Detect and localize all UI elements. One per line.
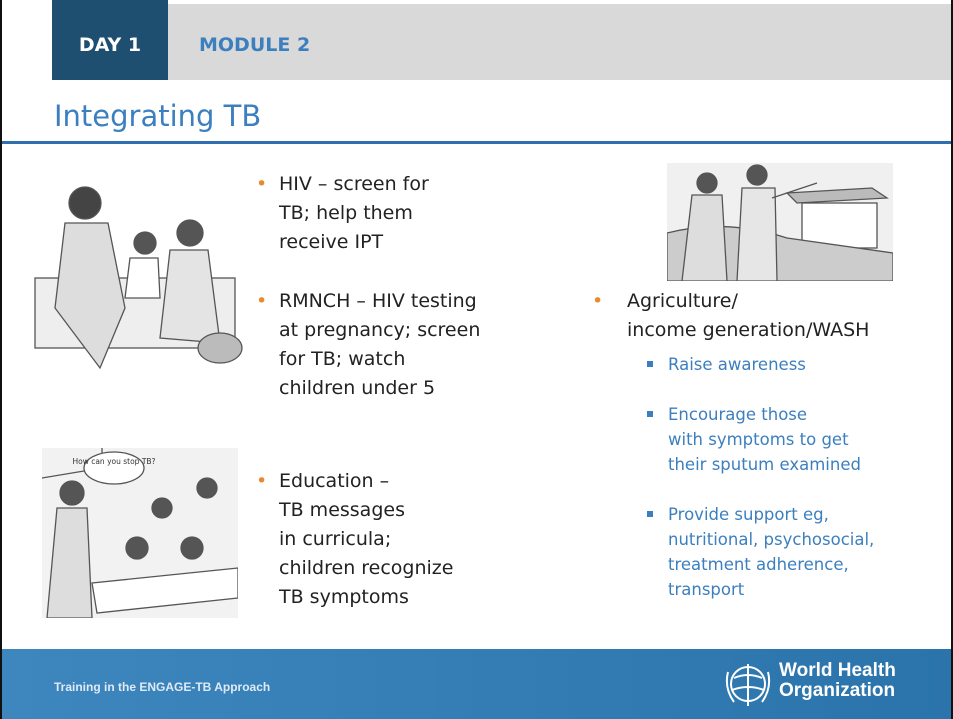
illustration-classroom: How can you stop TB? (42, 448, 238, 618)
bullet-line: income generation/WASH (627, 316, 869, 345)
bullet-text: Agriculture/income generation/WASH (627, 287, 869, 345)
bullet-line: children under 5 (279, 374, 480, 403)
sub-bullet-line: Provide support eg, (668, 502, 874, 527)
illustration-farm (667, 163, 893, 281)
bullet-line: TB; help them (279, 199, 429, 228)
sub-bullet-line: their sputum examined (668, 452, 861, 477)
bullet-line: HIV – screen for (279, 170, 429, 199)
bullet-dot: • (256, 467, 267, 496)
header-bar (52, 4, 953, 80)
day-label: DAY 1 (52, 34, 168, 56)
bullet-line: receive IPT (279, 228, 429, 257)
slide-title: Integrating TB (54, 99, 261, 133)
bullet-line: TB symptoms (279, 583, 453, 612)
bullet-line: children recognize (279, 554, 453, 583)
bullet-line: Agriculture/ (627, 287, 869, 316)
bullet-dot: • (256, 170, 267, 199)
bullet-dot: • (256, 287, 267, 316)
bullet-dot: • (592, 287, 603, 316)
sub-bullet-line: Raise awareness (668, 352, 806, 377)
bullet-line: in curricula; (279, 525, 453, 554)
who-line: Organization (779, 681, 896, 701)
bullet-line: Education – (279, 467, 453, 496)
sub-bullet-square (647, 361, 653, 367)
bullet-line: TB messages (279, 496, 453, 525)
sub-bullet-text: Provide support eg,nutritional, psychoso… (668, 502, 874, 602)
title-rule (2, 141, 953, 144)
sub-bullet-line: nutritional, psychosocial, (668, 527, 874, 552)
illustration-clinic (30, 168, 245, 373)
slide: DAY 1 MODULE 2 Integrating TB How can yo… (0, 0, 953, 719)
footer-text: Training in the ENGAGE-TB Approach (54, 680, 270, 694)
bullet-line: at pregnancy; screen (279, 316, 480, 345)
sub-bullet-line: with symptoms to get (668, 427, 861, 452)
who-name: World Health Organization (779, 661, 896, 701)
sub-bullet-text: Raise awareness (668, 352, 806, 377)
sub-bullet-line: transport (668, 577, 874, 602)
who-line: World Health (779, 661, 896, 681)
speech-text: How can you stop TB? (72, 457, 155, 466)
sub-bullet-line: Encourage those (668, 402, 861, 427)
sub-bullet-square (647, 411, 653, 417)
bullet-line: RMNCH – HIV testing (279, 287, 480, 316)
sub-bullet-square (647, 511, 653, 517)
who-emblem (720, 658, 776, 710)
module-label: MODULE 2 (199, 34, 310, 56)
bullet-line: for TB; watch (279, 345, 480, 374)
sub-bullet-line: treatment adherence, (668, 552, 874, 577)
